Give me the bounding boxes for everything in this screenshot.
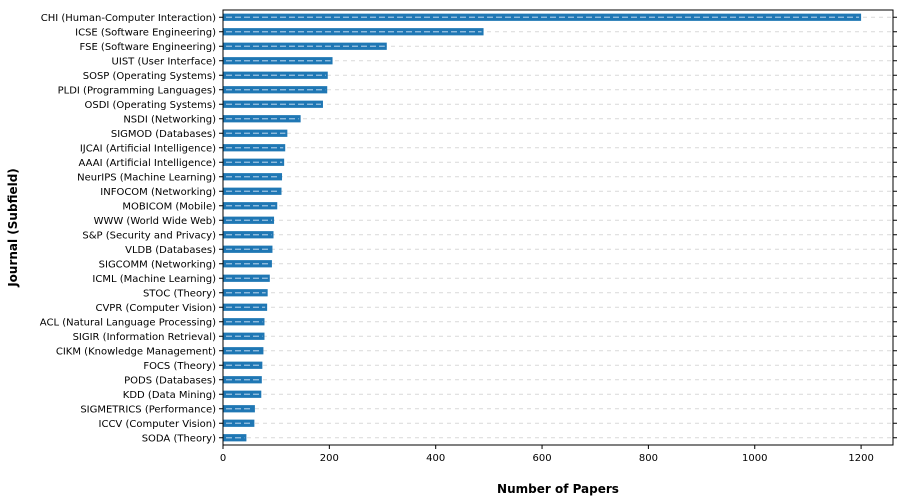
y-tick-label: CIKM (Knowledge Management) — [56, 346, 216, 357]
y-tick-label: INFOCOM (Networking) — [100, 187, 216, 198]
y-tick-label: SIGMOD (Databases) — [111, 129, 216, 140]
y-tick-label: PODS (Databases) — [124, 375, 216, 386]
x-axis-title: Number of Papers — [497, 482, 619, 496]
plot-frame — [222, 9, 894, 446]
y-tick-label: SIGIR (Information Retrieval) — [73, 332, 217, 343]
y-tick-label: FSE (Software Engineering) — [80, 42, 217, 53]
x-tick-label: 400 — [426, 453, 445, 464]
y-tick-label: ICML (Machine Learning) — [92, 274, 216, 285]
x-tick-label: 1200 — [848, 453, 873, 464]
y-tick-label: SODA (Theory) — [142, 433, 216, 444]
y-tick-label: UIST (User Interface) — [112, 56, 217, 67]
x-tick-label: 1000 — [742, 453, 767, 464]
y-tick-label: S&P (Security and Privacy) — [82, 230, 216, 241]
bar — [223, 115, 301, 123]
bar — [223, 390, 262, 398]
bar — [223, 173, 283, 181]
y-tick-label: FOCS (Theory) — [143, 361, 216, 372]
y-axis: CHI (Human-Computer Interaction) ICSE (So… — [40, 13, 897, 444]
y-tick-label: WWW (World Wide Web) — [94, 216, 217, 227]
y-tick-label: SIGCOMM (Networking) — [99, 259, 216, 270]
bar — [223, 202, 278, 210]
x-axis: 0 200 400 600 800 1000 1200 — [220, 445, 874, 464]
y-tick-label: CVPR (Computer Vision) — [95, 303, 216, 314]
bars — [223, 13, 862, 442]
bar — [223, 57, 333, 65]
y-tick-label: KDD (Data Mining) — [123, 390, 216, 401]
y-tick-label: ICSE (Software Engineering) — [75, 27, 216, 38]
y-tick-label: OSDI (Operating Systems) — [84, 100, 216, 111]
y-tick-label: CHI (Human-Computer Interaction) — [41, 13, 216, 24]
bar — [223, 361, 263, 369]
y-tick-label: MOBICOM (Mobile) — [122, 201, 216, 212]
grid-lines — [223, 16, 893, 439]
y-axis-title: Journal (Subfield) — [6, 168, 20, 288]
x-tick-label: 200 — [320, 453, 339, 464]
x-tick-label: 0 — [220, 453, 226, 464]
y-tick-label: IJCAI (Artificial Intelligence) — [80, 143, 216, 154]
y-tick-label: NSDI (Networking) — [123, 114, 216, 125]
bar — [223, 376, 262, 384]
y-tick-label: PLDI (Programming Languages) — [58, 85, 216, 96]
bar — [223, 187, 282, 195]
x-tick-label: 600 — [533, 453, 552, 464]
bar — [223, 434, 247, 442]
y-tick-label: NeurIPS (Machine Learning) — [77, 172, 216, 183]
y-tick-label: SIGMETRICS (Performance) — [80, 404, 216, 415]
bar — [223, 347, 264, 355]
y-tick-label: AAAI (Artificial Intelligence) — [78, 158, 216, 169]
y-tick-label: SOSP (Operating Systems) — [83, 71, 216, 82]
y-tick-label: ACL (Natural Language Processing) — [40, 317, 216, 328]
y-tick-label: VLDB (Databases) — [125, 245, 216, 256]
bar — [223, 42, 387, 50]
y-tick-label: ICCV (Computer Vision) — [99, 419, 217, 430]
bar — [223, 318, 265, 326]
y-tick-label: STOC (Theory) — [143, 288, 216, 299]
bar — [223, 332, 265, 340]
x-tick-label: 800 — [639, 453, 658, 464]
